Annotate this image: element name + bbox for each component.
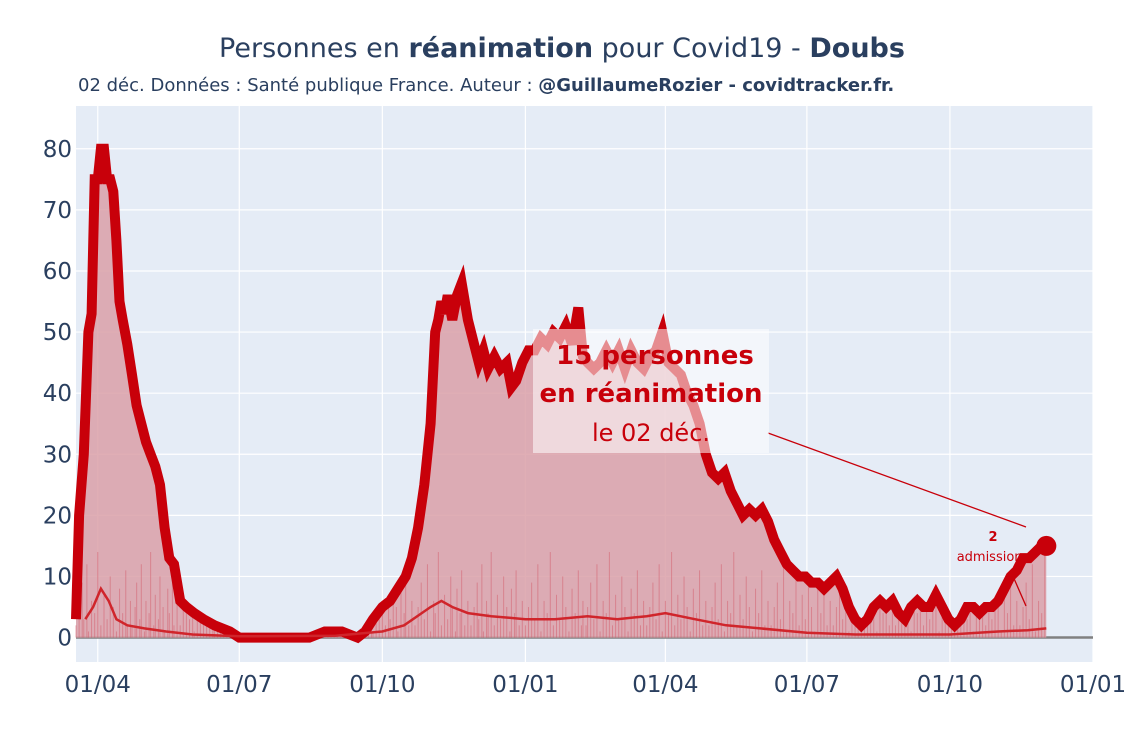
annotation-line1: 15 personnes — [556, 341, 754, 371]
title-prefix: Personnes en — [219, 33, 408, 64]
last-value-marker — [1036, 535, 1057, 556]
y-tick-label: 0 — [57, 626, 72, 652]
x-tick-label: 01/10 — [349, 672, 415, 698]
y-tick-label: 30 — [43, 442, 72, 468]
title-bold-doubs: Doubs — [809, 33, 905, 64]
annotation-line3: le 02 déc. — [592, 419, 710, 447]
title-bold-reanimation: réanimation — [408, 33, 593, 64]
x-tick-label: 01/07 — [206, 672, 272, 698]
y-tick-label: 50 — [43, 320, 72, 346]
subtitle-prefix: 02 déc. Données : Santé publique France.… — [78, 75, 538, 96]
y-tick-label: 60 — [43, 259, 72, 285]
x-tick-label: 01/01 — [492, 672, 558, 698]
x-tick-label: 01/07 — [774, 672, 840, 698]
y-tick-label: 80 — [43, 137, 72, 163]
admissions-arrow — [1011, 573, 1027, 607]
subtitle-author: @GuillaumeRozier - covidtracker.fr. — [538, 75, 894, 96]
y-tick-label: 20 — [43, 503, 72, 529]
y-tick-label: 70 — [43, 198, 72, 224]
x-tick-label: 01/04 — [65, 672, 131, 698]
admission-bars — [75, 552, 1046, 638]
annotation-box — [533, 329, 769, 453]
admissions-value: 2 — [988, 530, 997, 545]
x-tick-labels: 01/04 01/07 01/10 01/01 01/04 01/07 01/10 01/01 — [65, 672, 1125, 698]
chart-title: Personnes en réanimation pour Covid19 - … — [219, 33, 905, 64]
title-middle: pour Covid19 - — [593, 33, 809, 64]
x-tick-label: 01/01 — [1060, 672, 1125, 698]
y-tick-label: 10 — [43, 564, 72, 590]
x-tick-label: 01/10 — [917, 672, 983, 698]
chart-subtitle: 02 déc. Données : Santé publique France.… — [78, 75, 894, 96]
admissions-label: admissions — [957, 550, 1030, 565]
annotation-arrow — [767, 432, 1027, 528]
annotation-line2: en réanimation — [540, 379, 763, 409]
y-tick-labels: 0 10 20 30 40 50 60 70 80 — [43, 137, 72, 652]
admissions-line — [84, 586, 1047, 638]
x-tick-label: 01/04 — [632, 672, 698, 698]
y-tick-label: 40 — [43, 381, 72, 407]
